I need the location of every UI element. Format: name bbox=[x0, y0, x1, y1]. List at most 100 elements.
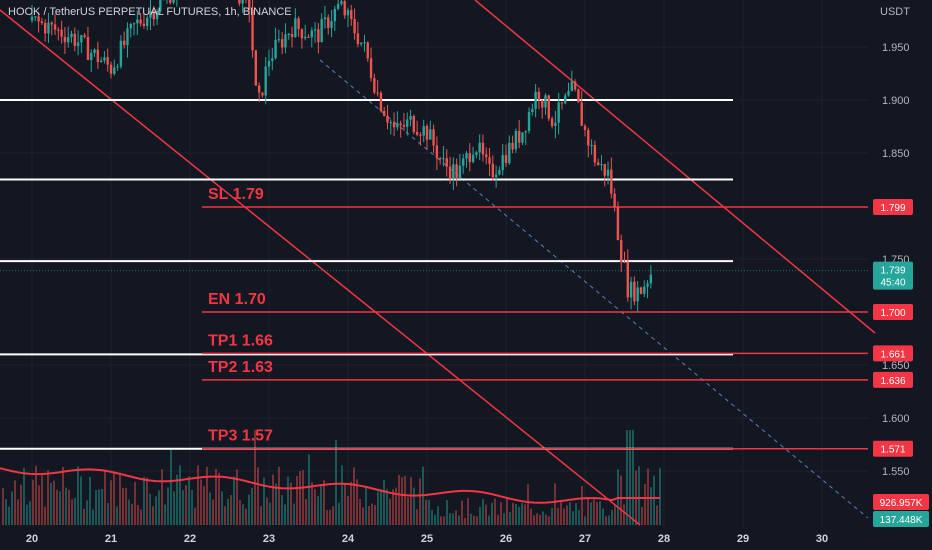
candle-body bbox=[498, 170, 501, 175]
volume-ma-text: 926.957K bbox=[880, 498, 923, 509]
volume-bar bbox=[317, 496, 319, 525]
candle-body bbox=[448, 166, 452, 179]
candle-body bbox=[396, 123, 399, 128]
volume-bar bbox=[410, 477, 412, 525]
candle-body bbox=[294, 18, 297, 38]
volume-bar bbox=[443, 516, 445, 525]
volume-bar bbox=[254, 430, 256, 525]
volume-bar bbox=[554, 483, 556, 525]
candle-body bbox=[172, 0, 175, 3]
volume-bar bbox=[656, 505, 658, 525]
volume-bar bbox=[203, 486, 205, 525]
candle-body bbox=[376, 92, 379, 94]
level-badge-text: 1.571 bbox=[880, 445, 905, 456]
volume-bar bbox=[491, 502, 493, 525]
volume-bar bbox=[389, 498, 391, 525]
volume-bar bbox=[209, 492, 211, 525]
candle-body bbox=[67, 37, 70, 43]
candle-body bbox=[620, 240, 623, 262]
volume-bar bbox=[548, 516, 550, 525]
candle-body bbox=[514, 130, 518, 150]
volume-bar bbox=[413, 487, 415, 525]
volume-bar bbox=[212, 499, 214, 525]
candle-body bbox=[593, 145, 597, 163]
candle-body bbox=[415, 131, 419, 135]
level-badge-text: 1.799 bbox=[880, 203, 905, 214]
volume-bar bbox=[125, 488, 127, 525]
descending-trend-line-lower bbox=[0, 9, 641, 526]
candle-body bbox=[274, 39, 277, 59]
candle-body bbox=[99, 60, 103, 63]
volume-bar bbox=[77, 466, 79, 525]
volume-bar bbox=[323, 480, 325, 525]
volume-bar bbox=[296, 476, 298, 525]
candle-body bbox=[53, 24, 57, 30]
volume-bar bbox=[287, 476, 289, 525]
volume-bar bbox=[140, 509, 142, 525]
candle-body bbox=[119, 40, 123, 67]
candle-body bbox=[323, 17, 327, 20]
level-label: TP3 1.57 bbox=[208, 428, 273, 445]
volume-bar bbox=[518, 506, 520, 525]
candle-body bbox=[317, 29, 320, 43]
candle-body bbox=[587, 130, 590, 146]
candle-body bbox=[567, 91, 570, 96]
volume-bars bbox=[0, 430, 661, 525]
candle-body bbox=[149, 11, 152, 18]
volume-bar bbox=[191, 490, 193, 525]
volume-bar bbox=[509, 511, 511, 525]
time-tick-label: 30 bbox=[816, 533, 828, 545]
volume-bar bbox=[161, 469, 163, 525]
volume-bar bbox=[476, 516, 478, 525]
level-badge bbox=[873, 304, 913, 320]
volume-bar bbox=[62, 467, 64, 525]
volume-bar bbox=[263, 477, 265, 525]
candle-body bbox=[646, 283, 649, 287]
volume-bar bbox=[95, 490, 97, 525]
volume-bar bbox=[332, 506, 334, 525]
candle-body bbox=[359, 42, 363, 45]
volume-bar bbox=[251, 487, 253, 525]
volume-bar bbox=[116, 506, 118, 525]
candle-body bbox=[343, 1, 346, 16]
candle-body bbox=[554, 122, 557, 126]
volume-bar bbox=[35, 465, 37, 525]
candle-body bbox=[643, 286, 646, 294]
volume-bar bbox=[590, 502, 592, 525]
candle-body bbox=[541, 100, 544, 108]
volume-bar bbox=[392, 489, 394, 525]
candle-body bbox=[636, 287, 639, 302]
time-tick-label: 26 bbox=[500, 533, 512, 545]
candle-body bbox=[73, 33, 76, 46]
volume-bar bbox=[293, 503, 295, 525]
volume-bar bbox=[359, 498, 361, 525]
volume-bar bbox=[173, 491, 175, 525]
candle-body bbox=[531, 108, 534, 112]
candle-body bbox=[373, 78, 376, 93]
level-badge-text: 1.636 bbox=[880, 376, 905, 387]
volume-bar bbox=[89, 476, 91, 525]
candle-body bbox=[501, 155, 504, 171]
volume-bar bbox=[569, 502, 571, 525]
volume-bar bbox=[146, 477, 148, 525]
price-tick-label: 1.600 bbox=[882, 413, 910, 425]
volume-bar bbox=[74, 497, 76, 525]
volume-bar bbox=[563, 508, 565, 525]
volume-bar bbox=[344, 484, 346, 525]
volume-bar bbox=[638, 466, 640, 525]
volume-bar bbox=[338, 502, 340, 525]
volume-bar bbox=[494, 498, 496, 525]
candle-body bbox=[251, 9, 254, 51]
volume-bar bbox=[482, 499, 484, 525]
volume-bar bbox=[266, 497, 268, 525]
volume-bar bbox=[137, 505, 139, 525]
volume-bar bbox=[647, 468, 649, 525]
time-tick-label: 24 bbox=[342, 533, 355, 545]
volume-bar bbox=[578, 510, 580, 525]
volume-bar bbox=[542, 511, 544, 525]
price-tick-label: 1.900 bbox=[882, 95, 910, 107]
volume-bar bbox=[23, 467, 25, 525]
candle-body bbox=[76, 42, 80, 46]
candle-body bbox=[284, 34, 287, 48]
